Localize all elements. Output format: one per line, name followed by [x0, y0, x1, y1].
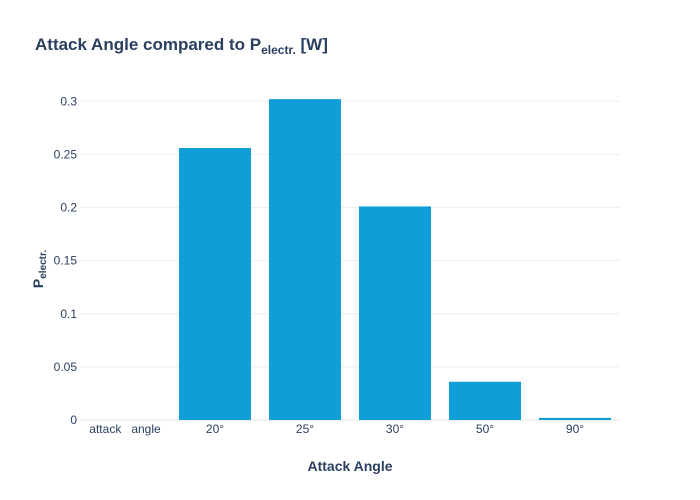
y-axis-title-subscript: electr. [38, 250, 49, 279]
x-tick-label: 25° [296, 422, 314, 436]
y-axis-title: Pelectr. [30, 250, 49, 288]
bar[interactable] [539, 417, 611, 420]
chart-title-suffix: [W] [296, 35, 328, 54]
gridlines [80, 100, 620, 421]
y-tick-label: 0 [70, 413, 77, 427]
x-tick-label: attack angle [89, 422, 161, 436]
y-tick-label: 0.1 [60, 307, 77, 321]
y-tick-label: 0.25 [54, 147, 78, 161]
x-axis-title: Attack Angle [307, 458, 392, 474]
bar[interactable] [359, 206, 431, 420]
chart-title-subscript: electr. [261, 43, 296, 57]
bars [179, 99, 611, 420]
y-tick-label: 0.05 [54, 360, 78, 374]
bar[interactable] [449, 381, 521, 420]
bar[interactable] [269, 99, 341, 420]
x-tick-label: 30° [386, 422, 404, 436]
x-tick-label: 20° [206, 422, 224, 436]
bar[interactable] [179, 148, 251, 420]
x-tick-label: 50° [476, 422, 494, 436]
y-tick-label: 0.3 [60, 94, 77, 108]
chart-title: Attack Angle compared to Pelectr. [W] [35, 35, 328, 57]
x-tick-labels: attack angle 20° 25° 30° 50° 90° [89, 422, 584, 436]
y-tick-labels: 0 0.05 0.1 0.15 0.2 0.25 0.3 [54, 94, 78, 427]
y-tick-label: 0.2 [60, 201, 77, 215]
y-tick-label: 0.15 [54, 254, 78, 268]
x-tick-label: 90° [566, 422, 584, 436]
